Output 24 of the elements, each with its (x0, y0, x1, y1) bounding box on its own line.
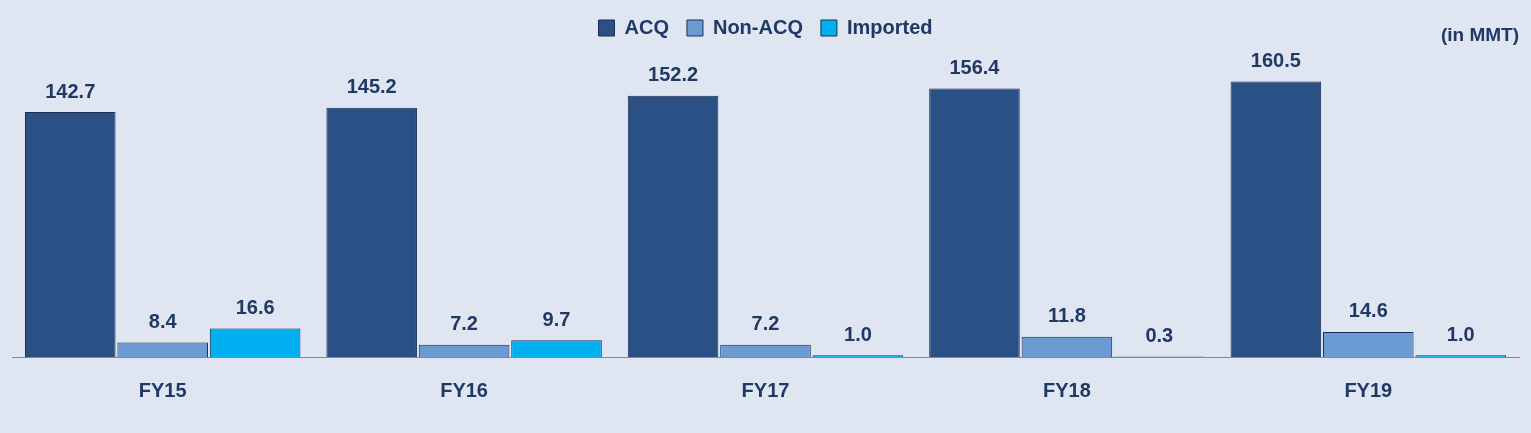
x-tick-label: FY19 (1344, 378, 1393, 401)
data-label: 156.4 (949, 56, 1001, 79)
data-label: 7.2 (450, 312, 479, 335)
data-label: 9.7 (542, 307, 571, 330)
data-label: 1.0 (844, 322, 872, 345)
x-tick-label: FY15 (138, 378, 187, 401)
data-label: 8.4 (148, 310, 178, 333)
x-tick-label: FY16 (440, 378, 489, 401)
legend-label: Imported (846, 15, 933, 38)
data-label: 145.2 (346, 75, 397, 98)
data-label: 142.7 (45, 79, 96, 102)
data-label: 7.2 (751, 312, 780, 335)
data-label: 11.8 (1047, 304, 1086, 327)
text: (in MMT) (1440, 24, 1519, 46)
data-label: 160.5 (1250, 48, 1301, 71)
data-label: 14.6 (1348, 299, 1388, 322)
x-tick-label: FY18 (1042, 378, 1091, 401)
data-label: 1.0 (1446, 322, 1475, 345)
data-label: 0.3 (1145, 324, 1174, 346)
legend-label: Non-ACQ (712, 15, 803, 38)
data-label: 16.6 (235, 296, 275, 319)
legend-label: ACQ (624, 15, 669, 38)
data-label: 152.2 (648, 63, 699, 86)
x-tick-label: FY17 (741, 378, 790, 401)
